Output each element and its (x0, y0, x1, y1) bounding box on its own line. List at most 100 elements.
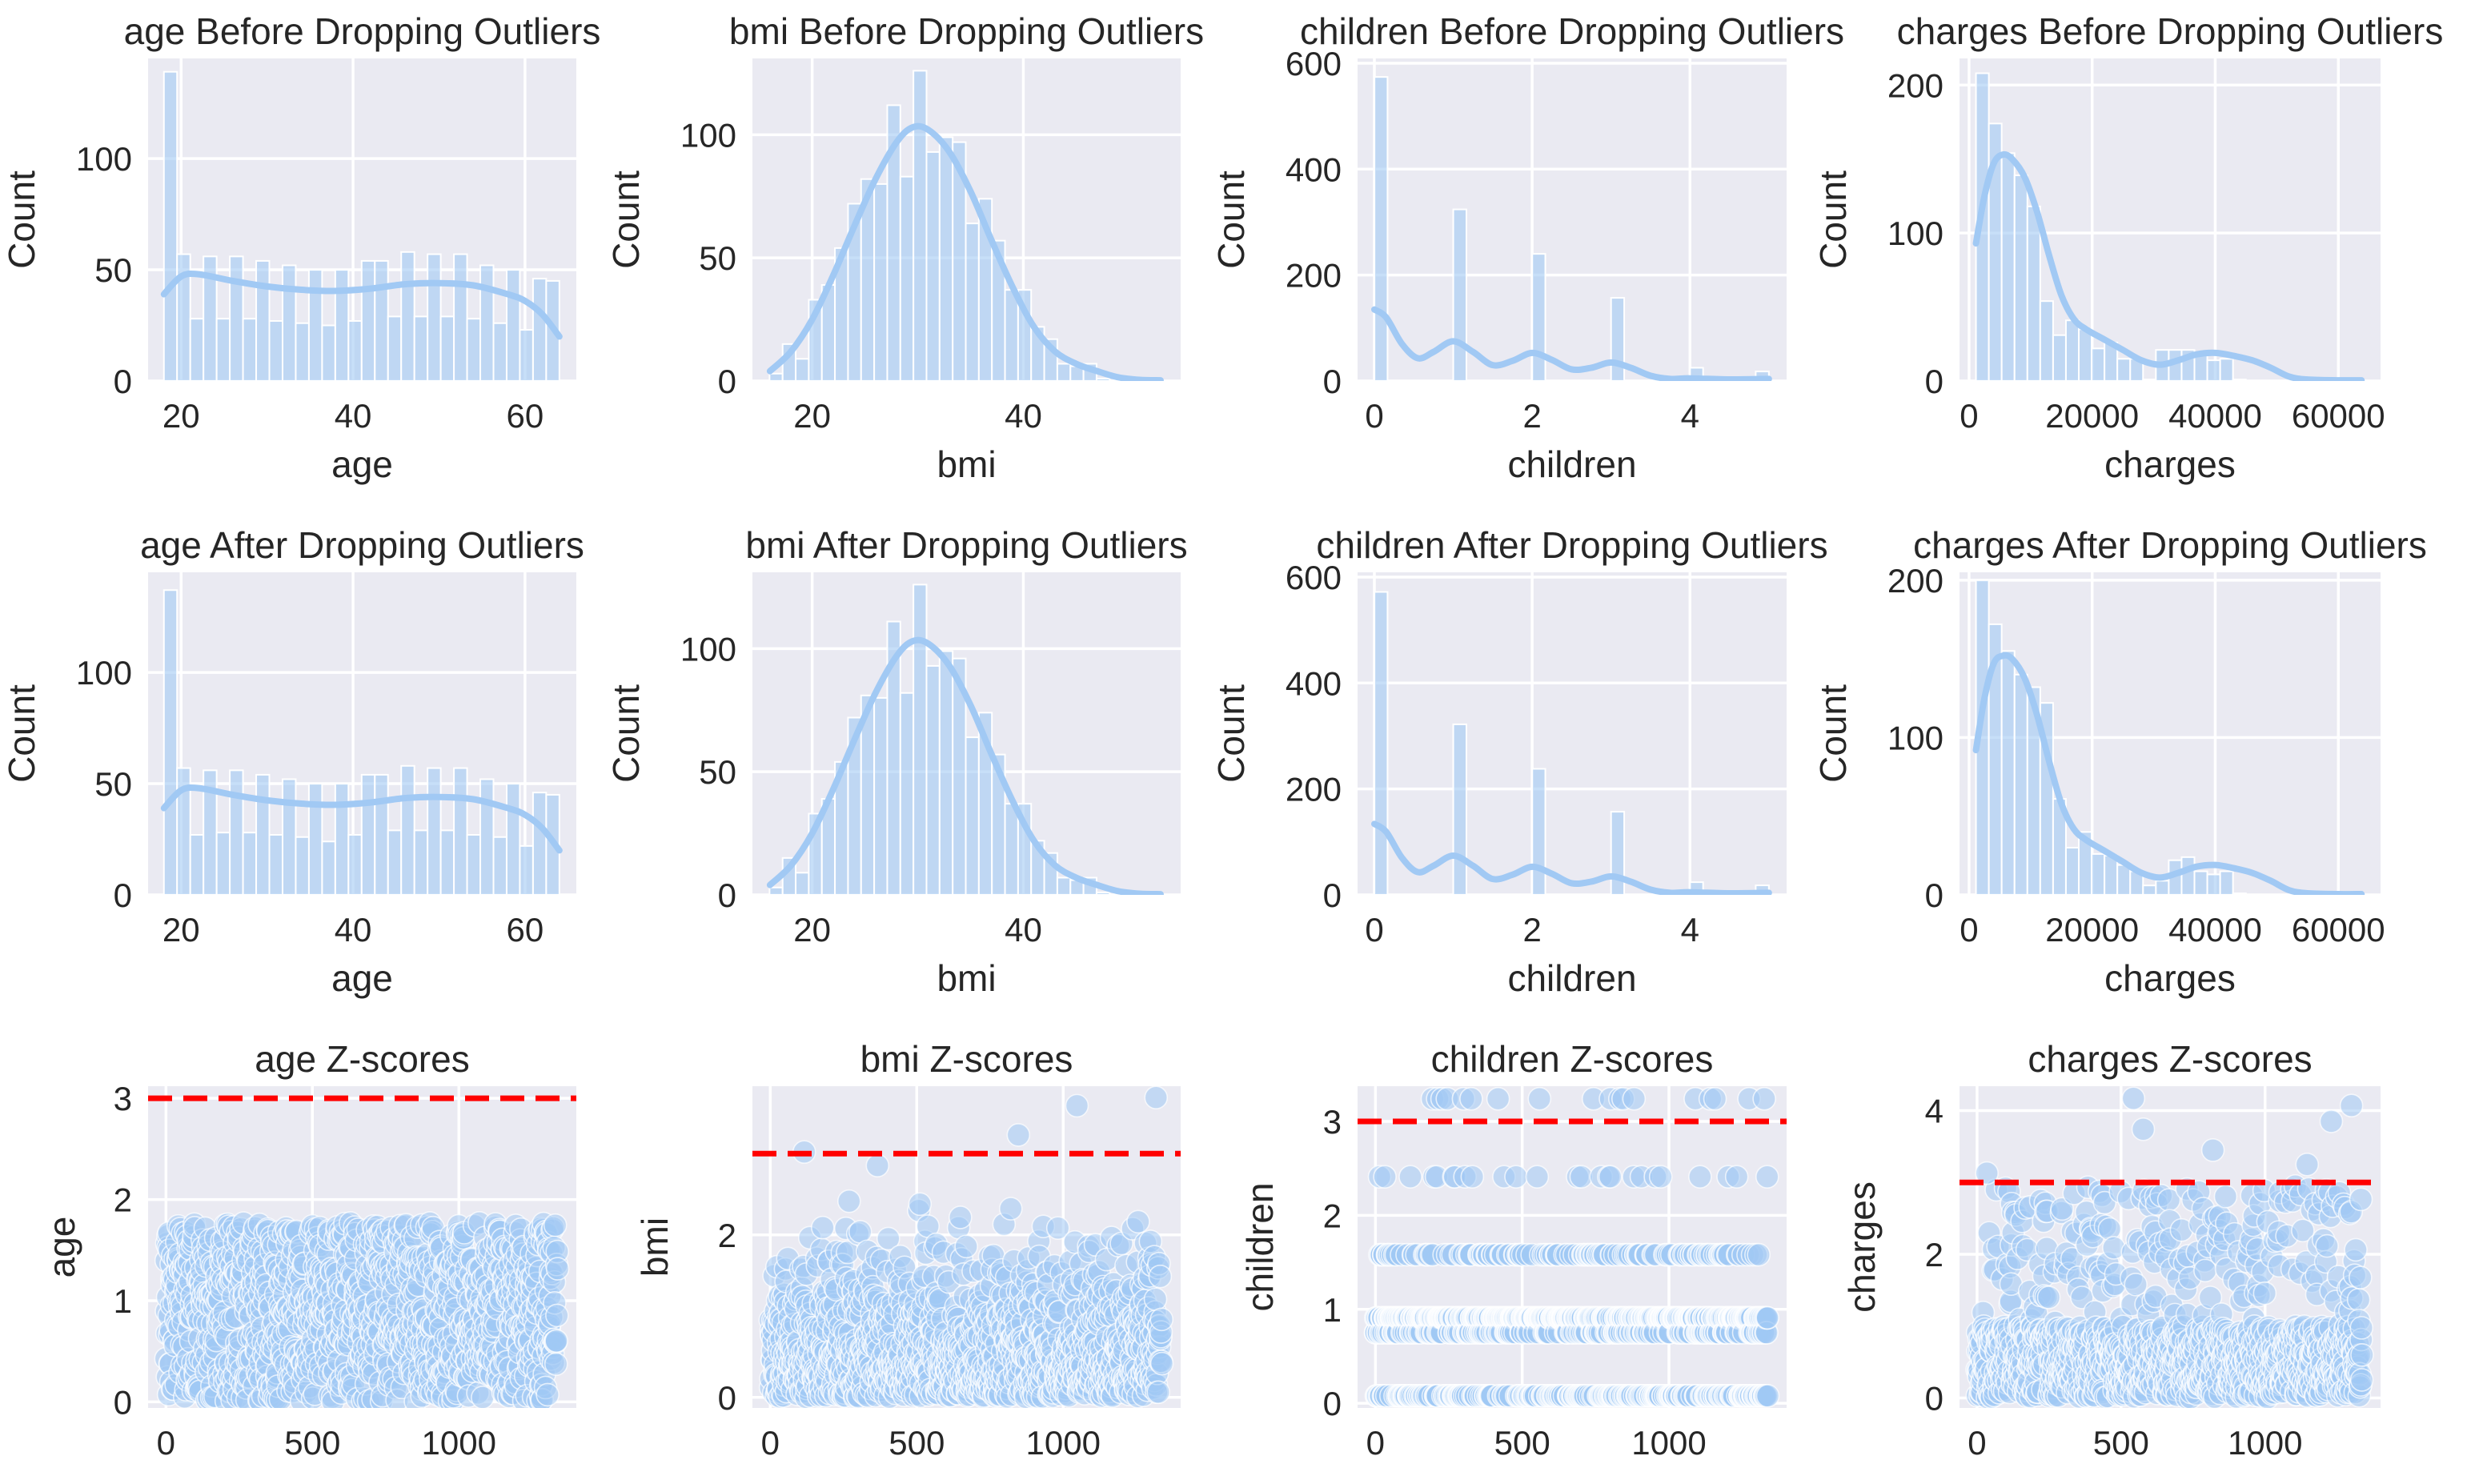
histogram-bar (2116, 864, 2132, 895)
histogram-bar (281, 778, 297, 895)
x-axis-label: children (1507, 957, 1636, 999)
x-tick-label: 40 (335, 911, 372, 949)
histogram-bar (268, 833, 283, 895)
histogram-bar (400, 764, 415, 895)
histogram-bar (215, 832, 231, 895)
histogram-bar (492, 322, 507, 381)
histogram-bar (938, 136, 954, 381)
histogram-bar (242, 832, 258, 895)
x-tick-label: 40 (1005, 911, 1042, 949)
histogram-bar (2064, 847, 2080, 895)
histogram-bar (281, 264, 297, 381)
scatter-point (2050, 1197, 2074, 1221)
chart-title: children Before Dropping Outliers (1300, 10, 1844, 52)
plot-area (1965, 1086, 2374, 1408)
histogram-bar (229, 769, 244, 895)
histogram-bar (795, 872, 810, 895)
histogram-bar (268, 319, 283, 381)
x-axis-label: bmi (937, 957, 996, 999)
kde-line (160, 270, 563, 340)
scatter-point (949, 1205, 973, 1229)
scatter-point (1045, 1216, 1070, 1240)
plot-area (766, 584, 1164, 895)
y-axis-label: children (1239, 1182, 1281, 1311)
histogram-bar (374, 773, 389, 895)
histogram-bar (2116, 358, 2132, 381)
histogram-bar (2180, 856, 2196, 895)
x-tick-label: 1000 (1026, 1424, 1101, 1462)
scatter-point (1065, 1093, 1089, 1118)
x-tick-label: 0 (1365, 397, 1383, 435)
histogram-bar (162, 589, 179, 895)
y-tick-label: 0 (114, 363, 132, 400)
axes-background (1358, 572, 1787, 895)
x-axis-label: age (331, 957, 393, 999)
histogram-bar (2142, 884, 2157, 895)
scatter-point (954, 1234, 978, 1259)
histogram-bar (1095, 377, 1111, 381)
histogram-bar (1452, 208, 1467, 381)
y-tick-label: 400 (1286, 664, 1342, 702)
scatter-point (1486, 1086, 1510, 1111)
scatter-point (1747, 1242, 1771, 1267)
plot-area (1972, 579, 2365, 895)
scatter-point (865, 1153, 890, 1177)
plot-area (1370, 76, 1772, 381)
kde-line (1972, 150, 2365, 381)
histogram-bar (374, 259, 389, 381)
x-tick-label: 0 (1365, 911, 1383, 949)
histogram-bar (2013, 174, 2028, 381)
x-axis-label: charges (2104, 443, 2236, 485)
histogram-bar (162, 70, 179, 381)
scatter-point (1755, 1384, 1780, 1408)
histogram-bar (427, 253, 442, 381)
histogram-bar (189, 833, 205, 895)
y-tick-label: 0 (1925, 363, 1943, 400)
x-tick-label: 1000 (1631, 1424, 1706, 1462)
chart-title: age After Dropping Outliers (140, 524, 584, 566)
histogram-bar (2064, 319, 2080, 381)
histogram-bar (1531, 253, 1546, 381)
histogram-bar (1056, 363, 1072, 381)
histogram-bar (795, 358, 810, 381)
y-tick-label: 0 (718, 363, 736, 400)
y-tick-label: 100 (680, 116, 736, 154)
y-tick-label: 50 (699, 753, 736, 791)
scatter-point (1143, 1287, 1168, 1311)
histogram-bar (1056, 876, 1072, 895)
histogram-bar (387, 829, 403, 895)
histogram-bar (2155, 880, 2170, 895)
scatter-point (2124, 1272, 2148, 1297)
histogram-bar (360, 259, 376, 381)
y-axis-label: Count (605, 684, 647, 783)
histogram-bar (307, 783, 323, 895)
histogram-bar (321, 324, 336, 381)
histogram-bar (453, 253, 468, 381)
histogram-bar (2000, 650, 2016, 895)
histogram-bar (1531, 768, 1546, 895)
kde-line (766, 122, 1164, 381)
y-tick-label: 2 (114, 1181, 132, 1219)
scatter-point (1398, 1165, 1422, 1189)
chart-title: charges After Dropping Outliers (1913, 524, 2427, 566)
histogram-bar (2206, 359, 2221, 381)
scatter-point (1149, 1351, 1174, 1376)
scatter-point (1373, 1165, 1397, 1189)
histogram-bar (2026, 205, 2041, 381)
histogram-bar (479, 778, 495, 895)
x-tick-label: 500 (889, 1424, 945, 1462)
histogram-bar (913, 584, 928, 895)
scatter-points (1363, 1086, 1780, 1408)
histogram-bar (1452, 723, 1467, 895)
